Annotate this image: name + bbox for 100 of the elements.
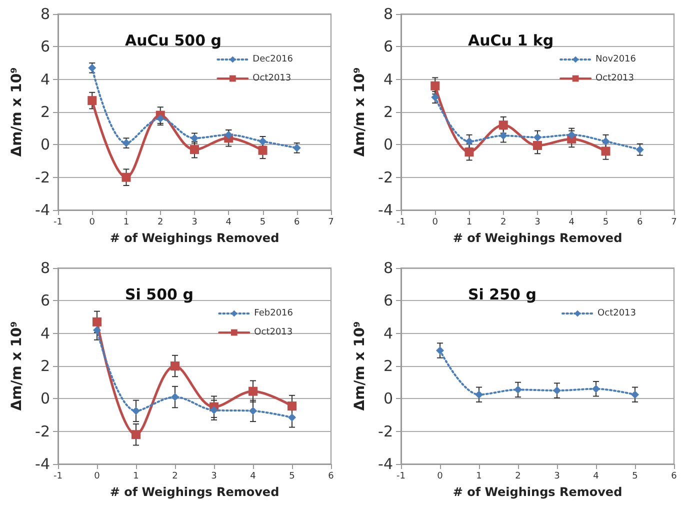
y-tick-label: 6	[383, 292, 393, 310]
point	[553, 386, 561, 394]
point	[88, 96, 97, 106]
y-tick-label: -2	[35, 168, 50, 186]
point	[514, 386, 522, 394]
point	[631, 390, 639, 399]
legend-label: Oct2013	[598, 308, 636, 318]
x-tick-label: 1	[133, 472, 139, 482]
y-tick-label: 6	[383, 38, 393, 56]
x-axis-title: # of Weighings Removed	[452, 484, 622, 499]
x-tick-label: -1	[54, 472, 62, 482]
y-tick-label: 2	[383, 357, 393, 375]
point	[210, 406, 218, 414]
x-tick-label: 6	[328, 472, 334, 482]
x-tick-label: -1	[54, 218, 62, 228]
legend-label: Oct2013	[254, 328, 293, 338]
x-tick-label: 3	[534, 218, 540, 228]
x-tick-label: 1	[123, 218, 130, 228]
point	[132, 406, 140, 415]
y-tick-label: 0	[40, 390, 50, 408]
y-tick-label: -4	[35, 201, 50, 219]
point	[132, 430, 140, 440]
point	[190, 145, 199, 154]
x-tick-label: 7	[671, 218, 677, 228]
x-tick-label: 6	[637, 218, 644, 228]
x-tick-label: 2	[172, 472, 178, 482]
x-tick-label: 1	[476, 472, 482, 482]
point	[170, 362, 180, 370]
x-tick-label: 2	[515, 472, 521, 482]
point	[171, 393, 179, 402]
y-axis-title: Δm/m x 10⁹	[9, 321, 26, 411]
point	[288, 402, 296, 411]
x-axis-title: # of Weighings Removed	[110, 484, 280, 499]
text: AuCu 500 g	[125, 32, 222, 50]
x-tick-label: 5	[260, 218, 266, 228]
point	[601, 146, 610, 156]
point	[534, 133, 542, 142]
point	[248, 386, 258, 396]
y-axis-title: Δm/m x 10⁹	[352, 321, 368, 411]
y-tick-label: 8	[40, 259, 50, 277]
point	[122, 172, 131, 182]
x-tick-label: 5	[602, 218, 609, 228]
y-tick-label: -2	[378, 168, 393, 186]
x-tick-label: 0	[94, 472, 100, 482]
y-tick-label: -2	[378, 422, 393, 440]
point	[475, 390, 483, 399]
point	[92, 317, 102, 326]
x-tick-label: 3	[211, 472, 217, 482]
text: Si 500 g	[125, 286, 194, 304]
y-tick-label: 0	[383, 390, 393, 408]
x-tick-label: 5	[632, 472, 638, 482]
text: AuCu 1 kg	[468, 32, 554, 50]
point	[636, 146, 644, 154]
x-tick-label: 2	[158, 218, 164, 228]
y-tick-label: 2	[40, 357, 50, 375]
y-tick-label: 8	[383, 5, 393, 23]
y-tick-label: 4	[40, 70, 50, 88]
x-tick-label: 6	[671, 472, 678, 482]
y-tick-label: 4	[40, 324, 50, 342]
y-tick-label: 2	[383, 103, 393, 121]
y-tick-label: -4	[35, 455, 50, 473]
point	[533, 140, 542, 150]
y-axis-title: Δm/m x 10⁹	[352, 67, 368, 157]
x-tick-label: 4	[593, 472, 600, 482]
y-tick-label: 4	[383, 70, 393, 88]
x-tick-label: 4	[568, 218, 575, 228]
x-axis-title: # of Weighings Removed	[110, 230, 280, 245]
y-tick-label: 8	[383, 259, 393, 277]
legend-label: Dec2016	[252, 54, 294, 64]
point	[249, 406, 257, 415]
y-tick-label: 4	[383, 324, 393, 342]
y-tick-label: 0	[383, 136, 393, 154]
x-tick-label: 3	[192, 218, 198, 228]
y-tick-label: 6	[40, 292, 50, 310]
x-tick-label: 4	[250, 472, 256, 482]
x-tick-label: 0	[437, 472, 444, 482]
legend-label: Feb2016	[254, 308, 294, 318]
x-tick-label: 0	[89, 218, 96, 228]
x-tick-label: 1	[466, 218, 472, 228]
y-tick-label: -4	[378, 455, 393, 473]
x-tick-label: 6	[294, 218, 300, 228]
y-tick-label: 2	[40, 103, 50, 121]
y-tick-label: 6	[40, 38, 50, 56]
y-tick-label: -4	[378, 201, 393, 219]
y-axis-title: Δm/m x 10⁹	[9, 67, 26, 157]
legend-label: Oct2013	[596, 74, 634, 84]
x-tick-label: 5	[289, 472, 295, 482]
x-tick-label: 7	[328, 218, 334, 228]
point	[436, 346, 444, 354]
x-axis-title: # of Weighings Removed	[452, 230, 622, 245]
x-tick-label: 4	[226, 218, 232, 228]
x-tick-label: 3	[554, 472, 560, 482]
x-tick-label: -1	[396, 472, 406, 482]
x-tick-label: 2	[500, 218, 506, 228]
y-tick-label: 8	[40, 5, 50, 23]
y-tick-label: 0	[40, 136, 50, 154]
y-tick-label: -2	[35, 422, 50, 440]
text: Si 250 g	[468, 286, 536, 304]
point	[592, 384, 600, 393]
x-tick-label: 0	[432, 218, 438, 228]
